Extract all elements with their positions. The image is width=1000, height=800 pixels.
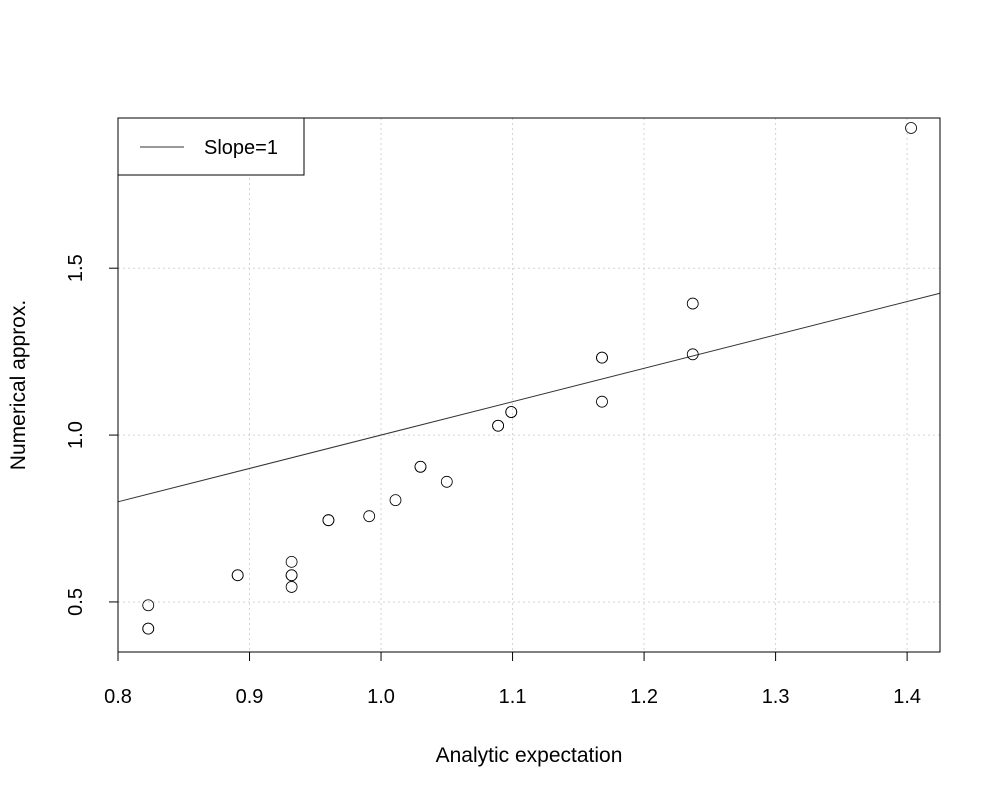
reference-line-layer — [117, 292, 941, 503]
data-point — [285, 569, 298, 582]
data-point — [905, 122, 917, 134]
x-tick-label: 1.2 — [630, 686, 658, 708]
data-point — [231, 569, 244, 582]
data-points — [142, 122, 917, 635]
x-tick-label: 0.9 — [236, 686, 264, 708]
data-point — [440, 475, 453, 488]
plot-frame — [117, 117, 941, 653]
x-tick-label: 0.8 — [104, 686, 132, 708]
x-axis-label: Analytic expectation — [436, 744, 623, 767]
data-point — [686, 348, 699, 361]
data-point — [389, 494, 402, 507]
data-point — [596, 395, 608, 408]
data-point — [285, 555, 298, 568]
data-point — [505, 406, 518, 418]
x-tick-label: 1.3 — [762, 686, 790, 708]
y-tick-label: 0.5 — [65, 588, 87, 616]
data-point — [596, 351, 608, 364]
data-point — [492, 419, 504, 432]
y-axis: 0.5 1.0 1.5 — [65, 254, 119, 616]
data-point — [142, 622, 155, 635]
x-tick-label: 1.0 — [367, 686, 395, 708]
x-tick-label: 1.1 — [499, 686, 527, 708]
x-tick-label: 1.4 — [893, 686, 921, 708]
data-point — [142, 599, 155, 612]
x-axis: 0.8 0.9 1.0 1.1 1.2 1.3 1.4 — [104, 651, 921, 708]
data-point — [363, 510, 376, 523]
slope-1-line — [117, 292, 941, 503]
y-tick-label: 1.5 — [65, 254, 87, 282]
legend-label: Slope=1 — [204, 137, 278, 159]
y-axis-label: Numerical approx. — [7, 300, 30, 470]
legend: Slope=1 — [117, 117, 305, 176]
data-point — [322, 514, 335, 527]
data-point — [686, 297, 699, 310]
data-point — [414, 460, 427, 473]
y-tick-label: 1.0 — [65, 421, 87, 449]
data-point — [285, 581, 298, 593]
grid — [117, 118, 940, 652]
